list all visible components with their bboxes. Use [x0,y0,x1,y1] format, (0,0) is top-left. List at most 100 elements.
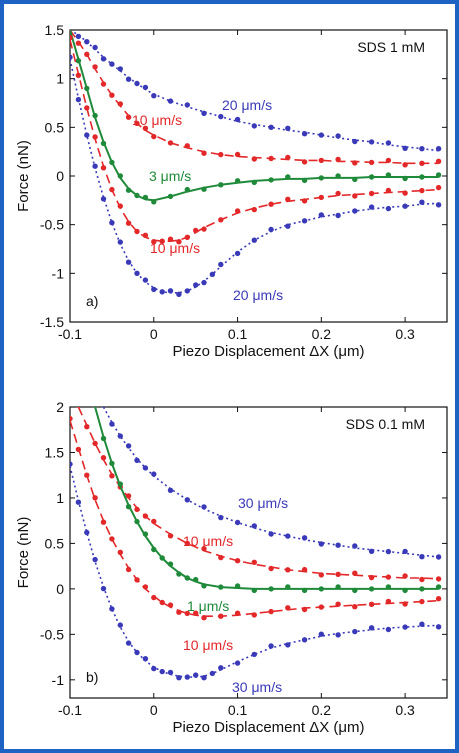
y-tick-label: 0.5 [45,535,65,551]
x-tick-label: 0.3 [395,326,415,342]
data-point [402,587,408,594]
y-tick-label: -1 [52,265,65,281]
data-point [285,533,291,539]
series-fit-line [70,30,439,202]
data-point [268,155,274,162]
data-point [402,203,408,209]
data-point [335,542,341,548]
data-point [435,172,442,178]
data-point [285,642,291,648]
series-annotation: 10 μm/s [183,533,233,549]
data-point [335,190,341,197]
y-tick-label: 0.5 [45,119,65,135]
data-point [335,212,341,219]
data-point [419,160,425,166]
data-point [218,217,224,223]
x-tick-label: 0.1 [228,702,248,718]
data-point [402,624,408,630]
data-point [218,554,224,561]
data-point [435,202,442,208]
data-point [109,421,115,427]
data-point [125,187,132,193]
data-point [75,58,82,64]
data-point [176,291,182,297]
data-point [301,566,308,573]
data-point [435,146,442,152]
data-point [419,576,425,583]
series-fit-line [70,30,439,165]
data-point [268,608,274,615]
data-point [109,460,115,467]
data-point [251,237,257,243]
data-point [201,675,207,681]
data-point [352,604,358,610]
series-fit-line [70,420,439,617]
data-point [100,81,107,87]
x-tick-label: 0.3 [395,702,415,718]
data-point [218,665,224,671]
series-fit-line [102,407,439,558]
data-point [184,143,190,149]
plot-data-layer [70,407,442,681]
data-point [268,586,274,592]
data-point [201,150,207,156]
y-tick-label: 2 [56,399,64,415]
data-point [167,193,174,200]
x-axis-title: Piezo Displacement ΔX (μm) [172,343,364,360]
data-point [184,102,190,108]
data-point [435,596,442,602]
data-point [75,499,82,505]
data-point [167,236,174,242]
data-point [368,574,375,581]
data-point [251,206,257,213]
data-point [151,471,157,477]
data-point [385,172,392,178]
data-point [134,577,140,583]
data-point [70,54,73,60]
data-point [268,177,274,183]
data-point [167,669,174,676]
data-point [92,134,98,140]
data-point [125,566,132,573]
series-fit-line [70,59,439,294]
data-point [234,583,241,589]
data-point [268,226,274,233]
data-point [151,546,157,553]
data-point [368,159,375,166]
data-point [419,174,425,180]
data-point [318,175,324,181]
series-annotation: 1 μm/s [187,598,229,614]
data-point [251,523,257,529]
data-point [84,529,90,536]
data-point [84,424,90,430]
data-point [125,504,132,510]
data-point [419,146,425,152]
data-point [100,196,107,202]
data-point [251,156,257,162]
x-tick-label: 0 [150,326,158,342]
data-point [92,112,98,119]
data-point [435,624,442,630]
data-point [435,554,442,560]
series-fit-line [77,407,439,580]
data-point [201,583,207,589]
data-point [100,585,107,592]
data-point [352,570,358,576]
data-point [117,101,124,107]
data-point [385,187,392,194]
data-point [70,461,73,467]
series-fit-line [70,30,439,152]
data-point [209,271,216,277]
data-point [201,110,207,117]
data-point [142,277,149,283]
data-point [352,628,358,635]
data-point [385,548,392,555]
data-point [218,151,224,158]
y-tick-label: 1.5 [45,444,65,460]
data-point [209,670,216,677]
chart-panel-a: -0.1 0 0.1 0.2 0.3 -1.5 -1 -0.5 0 0.5 1 1.5 Piezo Di… [15,22,448,360]
x-tick-label: 0 [150,702,158,718]
data-point [117,549,124,555]
data-point [75,72,82,79]
